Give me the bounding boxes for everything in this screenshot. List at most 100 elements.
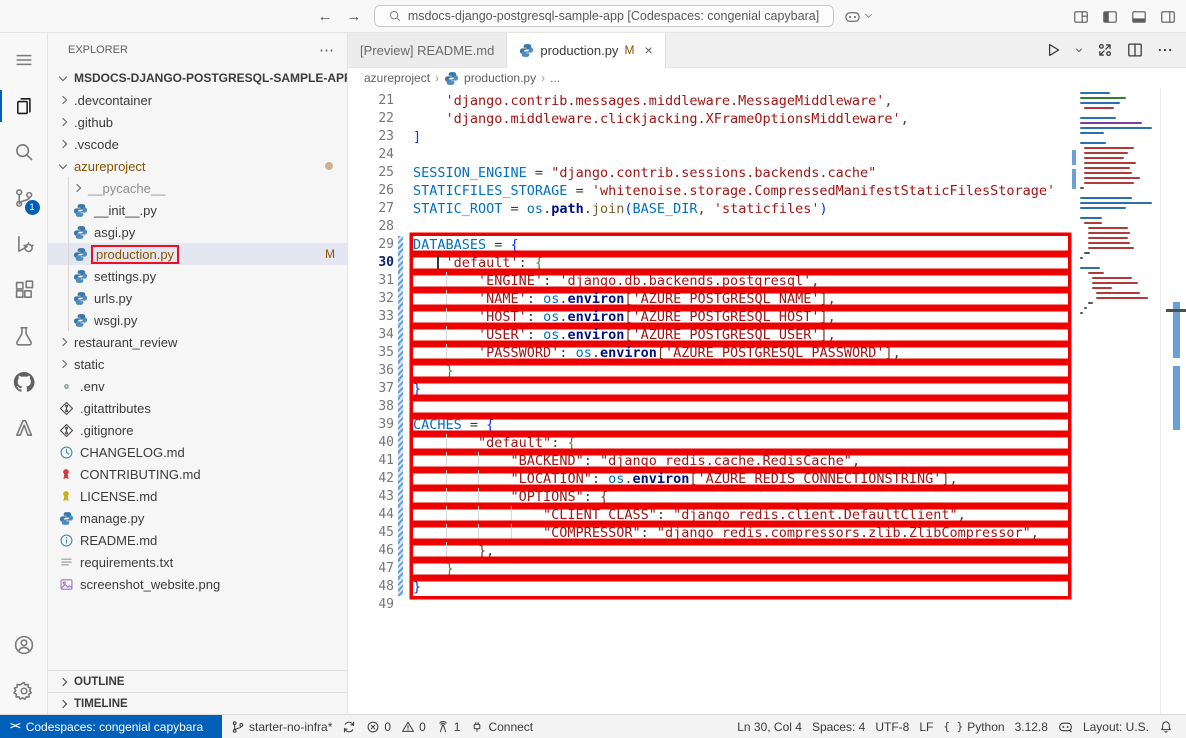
status-errors[interactable]: 0 (361, 720, 396, 734)
breadcrumb-item[interactable]: azureproject (364, 71, 431, 85)
breadcrumb-item[interactable]: ... (550, 71, 561, 85)
section-timeline[interactable]: TIMELINE (48, 692, 347, 714)
activity-search[interactable] (0, 129, 48, 175)
explorer-more-actions[interactable]: ⋯ (319, 42, 335, 59)
copilot-icon (844, 8, 861, 25)
code-text: 'django.contrib.messages.middleware.Mess… (445, 93, 893, 109)
status-ports[interactable]: 1 (431, 720, 466, 734)
gutter-modified-indicator (398, 434, 403, 452)
sidebar-item-readme-md[interactable]: README.md (48, 529, 347, 551)
sidebar-item-static[interactable]: static (48, 353, 347, 375)
sidebar-item--gitignore[interactable]: .gitignore (48, 419, 347, 441)
code-editor[interactable]: 21 'django.contrib.messages.middleware.M… (348, 88, 1186, 714)
sidebar-item--vscode[interactable]: .vscode (48, 133, 347, 155)
sidebar-item-asgi-py[interactable]: asgi.py (48, 221, 347, 243)
tab-production-py[interactable]: production.py M × (507, 33, 666, 68)
status-language-mode[interactable]: { } Python (938, 720, 1009, 734)
status-label: Layout: U.S. (1082, 719, 1149, 734)
sidebar-item-azureproject[interactable]: azureproject (48, 155, 347, 177)
status-label: UTF-8 (875, 719, 910, 734)
line-number: 38 (378, 399, 394, 414)
gutter-modified-indicator (398, 326, 403, 344)
status-connect[interactable]: Connect (465, 720, 538, 734)
status-label: 3.12.8 (1014, 719, 1048, 734)
gutter-modified-indicator (398, 470, 403, 488)
activity-settings[interactable] (0, 668, 48, 714)
tree-root[interactable]: MSDOCS-DJANGO-POSTGRESQL-SAMPLE-APP... (48, 67, 347, 89)
status-sync[interactable] (337, 720, 361, 734)
sidebar-item-license-md[interactable]: LICENSE.md (48, 485, 347, 507)
file-label: restaurant_review (74, 334, 178, 350)
sidebar-item--env[interactable]: .env (48, 375, 347, 397)
copilot-menu[interactable] (844, 8, 872, 25)
activity-bar: 1 (0, 33, 48, 714)
run-button[interactable] (1044, 41, 1062, 59)
activity-source-control[interactable]: 1 (0, 175, 48, 221)
status-copilot[interactable] (1053, 719, 1078, 734)
tab--preview-readme-md[interactable]: [Preview] README.md (348, 33, 508, 67)
open-changes-button[interactable] (1096, 41, 1114, 59)
close-icon[interactable]: × (644, 42, 653, 58)
back-button[interactable]: ← (317, 7, 333, 25)
indent-guide (478, 470, 480, 488)
sidebar-item-restaurant-review[interactable]: restaurant_review (48, 331, 347, 353)
tab-label: [Preview] README.md (360, 42, 495, 58)
split-editor-button[interactable] (1126, 41, 1144, 59)
braces-icon: { } (943, 720, 964, 733)
sidebar-item-urls-py[interactable]: urls.py (48, 287, 347, 309)
section-label: OUTLINE (74, 675, 125, 688)
indent-guide (510, 506, 512, 524)
sidebar-item-manage-py[interactable]: manage.py (48, 507, 347, 529)
activity-explorer[interactable] (0, 83, 48, 129)
run-dropdown-button[interactable] (1074, 45, 1084, 55)
status-warnings[interactable]: 0 (396, 720, 431, 734)
sidebar-item--pycache-[interactable]: __pycache__ (48, 177, 347, 199)
minimap[interactable] (1072, 88, 1160, 714)
sidebar-item--gitattributes[interactable]: .gitattributes (48, 397, 347, 419)
scm-badge: 1 (24, 200, 40, 215)
python-file-icon (72, 290, 88, 306)
activity-menu[interactable] (0, 37, 48, 83)
code-text: } (413, 578, 1068, 596)
remote-indicator[interactable]: >< Codespaces: congenial capybara (0, 715, 222, 738)
activity-accounts[interactable] (0, 622, 48, 668)
status-cursor-position[interactable]: Ln 30, Col 4 (732, 720, 807, 734)
sidebar-item--devcontainer[interactable]: .devcontainer (48, 89, 347, 111)
file-tree: MSDOCS-DJANGO-POSTGRESQL-SAMPLE-APP... .d… (48, 67, 347, 670)
sidebar-item-requirements-txt[interactable]: requirements.txt (48, 551, 347, 573)
toggle-secondary-sidebar-icon[interactable] (1160, 9, 1176, 25)
sidebar-item-screenshot-website-png[interactable]: screenshot_website.png (48, 573, 347, 595)
scrollbar[interactable] (1160, 88, 1186, 714)
more-actions-button[interactable] (1156, 41, 1174, 59)
toggle-sidebar-icon[interactable] (1102, 9, 1118, 25)
sidebar-item--init-py[interactable]: __init__.py (48, 199, 347, 221)
toggle-panel-icon[interactable] (1131, 9, 1147, 25)
file-label: CHANGELOG.md (80, 444, 185, 460)
activity-testing[interactable] (0, 313, 48, 359)
sidebar-item-contributing-md[interactable]: CONTRIBUTING.md (48, 463, 347, 485)
sidebar-item-production-py[interactable]: production.py M (48, 243, 347, 265)
status-branch[interactable]: starter-no-infra* (226, 720, 337, 734)
sidebar-item-changelog-md[interactable]: CHANGELOG.md (48, 441, 347, 463)
activity-github[interactable] (0, 359, 48, 405)
breadcrumb[interactable]: azureproject › production.py ›... (348, 68, 1186, 88)
forward-button[interactable]: → (346, 7, 362, 25)
sidebar-item-wsgi-py[interactable]: wsgi.py (48, 309, 347, 331)
sidebar-item--github[interactable]: .github (48, 111, 347, 133)
code-line-24: 24 (348, 146, 1186, 164)
status-keyboard-layout[interactable]: Layout: U.S. (1078, 720, 1154, 734)
code-line-40: 40 "default": { (348, 434, 1186, 452)
status-python-version[interactable]: 3.12.8 (1010, 720, 1053, 734)
status-encoding[interactable]: UTF-8 (870, 720, 914, 734)
breadcrumb-item[interactable]: production.py (464, 71, 537, 85)
status-notifications[interactable] (1154, 720, 1178, 734)
section-outline[interactable]: OUTLINE (48, 670, 347, 692)
activity-extensions[interactable] (0, 267, 48, 313)
sidebar-item-settings-py[interactable]: settings.py (48, 265, 347, 287)
status-indentation[interactable]: Spaces: 4 (807, 720, 870, 734)
activity-run-debug[interactable] (0, 221, 48, 267)
activity-azure[interactable] (0, 405, 48, 451)
customize-layout-icon[interactable] (1073, 9, 1089, 25)
status-eol[interactable]: LF (914, 720, 938, 734)
command-center-search[interactable]: msdocs-django-postgresql-sample-app [Cod… (373, 5, 834, 27)
